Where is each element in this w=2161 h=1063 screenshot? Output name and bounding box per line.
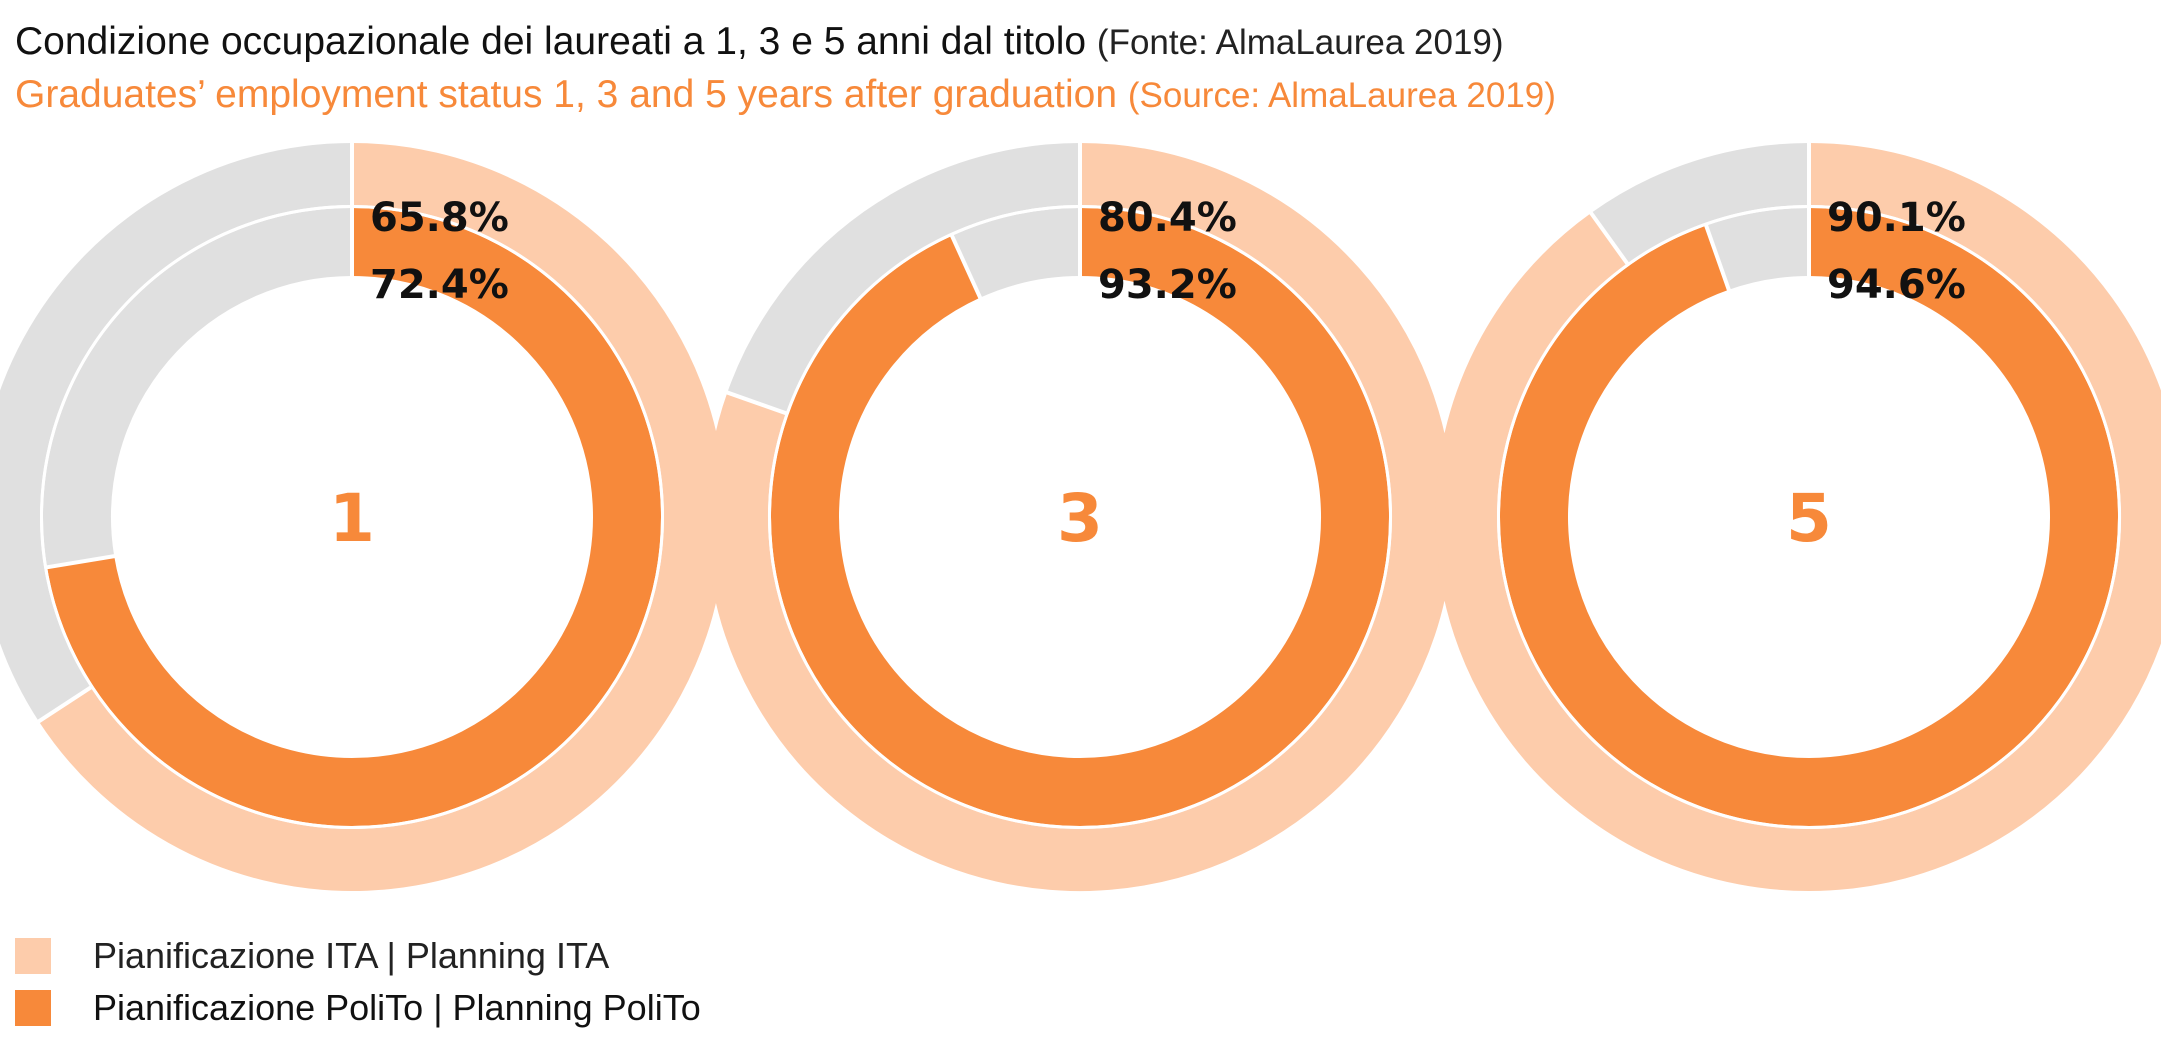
legend-swatch-polito bbox=[15, 990, 51, 1026]
outer-ring-ita-remainder-arc bbox=[0, 143, 353, 722]
title-english: Graduates’ employment status 1, 3 and 5 … bbox=[15, 73, 1118, 116]
value-label-ita: 90.1% bbox=[1827, 195, 1966, 241]
value-label-polito: 72.4% bbox=[370, 262, 509, 308]
donut-chart-5: 90.1% 94.6% 5 bbox=[1435, 142, 2161, 891]
legend-swatch-ita bbox=[15, 938, 51, 974]
value-label-ita: 80.4% bbox=[1098, 195, 1237, 241]
legend-item-ita: Pianificazione ITA | Planning ITA bbox=[15, 930, 701, 982]
ring-gap bbox=[768, 205, 1392, 829]
inner-ring-polito-separator bbox=[45, 554, 116, 570]
legend-item-polito: Pianificazione PoliTo | Planning PoliTo bbox=[15, 982, 701, 1034]
legend-label-ita: Pianificazione ITA | Planning ITA bbox=[93, 935, 610, 976]
donut-chart-3: 80.4% 93.2% 3 bbox=[706, 142, 1454, 891]
value-label-ita: 65.8% bbox=[370, 195, 509, 241]
outer-ring-ita-separator bbox=[725, 390, 788, 416]
legend: Pianificazione ITA | Planning ITA Pianif… bbox=[15, 930, 701, 1034]
outer-ring-ita-remainder-arc bbox=[727, 143, 1081, 414]
ring-gap bbox=[1497, 205, 2121, 829]
inner-ring-polito-value-arc bbox=[771, 208, 1389, 826]
ring-gap bbox=[40, 205, 664, 829]
title-italian-line: Condizione occupazionale dei laureati a … bbox=[15, 16, 2115, 69]
outer-ring-ita-separator bbox=[36, 685, 93, 724]
center-label: 5 bbox=[1786, 480, 1832, 557]
source-english: (Source: AlmaLaurea 2019) bbox=[1127, 76, 1556, 115]
inner-ring-polito-value-arc bbox=[1500, 208, 2118, 826]
outer-ring-ita-value-arc bbox=[706, 143, 1454, 891]
inner-ring-polito-remainder-arc bbox=[43, 208, 353, 568]
chart-header: Condizione occupazionale dei laureati a … bbox=[15, 16, 2115, 122]
value-label-polito: 94.6% bbox=[1827, 262, 1966, 308]
inner-ring-polito-separator bbox=[1703, 224, 1732, 292]
inner-ring-polito-separator bbox=[949, 234, 983, 300]
inner-ring-polito-remainder-arc bbox=[1706, 208, 1810, 290]
outer-ring-ita-separator bbox=[1588, 211, 1630, 266]
center-label: 3 bbox=[1057, 480, 1103, 557]
outer-ring-ita-value-arc bbox=[38, 143, 726, 891]
outer-ring-ita-value-arc bbox=[1435, 143, 2161, 891]
donut-charts: 65.8% 72.4% 1 80.4% 93.2% 3 90.1% 94.6% 5 bbox=[0, 142, 2161, 891]
title-italian: Condizione occupazionale dei laureati a … bbox=[15, 20, 1087, 63]
donut-chart-1: 65.8% 72.4% 1 bbox=[0, 142, 726, 891]
inner-ring-polito-remainder-arc bbox=[951, 208, 1081, 298]
legend-label-polito: Pianificazione PoliTo | Planning PoliTo bbox=[93, 987, 701, 1028]
outer-ring-ita-remainder-arc bbox=[1591, 143, 1810, 264]
inner-ring-polito-value-arc bbox=[47, 208, 661, 826]
source-italian: (Fonte: AlmaLaurea 2019) bbox=[1096, 23, 1504, 62]
center-label: 1 bbox=[329, 480, 375, 557]
title-english-line: Graduates’ employment status 1, 3 and 5 … bbox=[15, 69, 2115, 122]
value-label-polito: 93.2% bbox=[1098, 262, 1237, 308]
